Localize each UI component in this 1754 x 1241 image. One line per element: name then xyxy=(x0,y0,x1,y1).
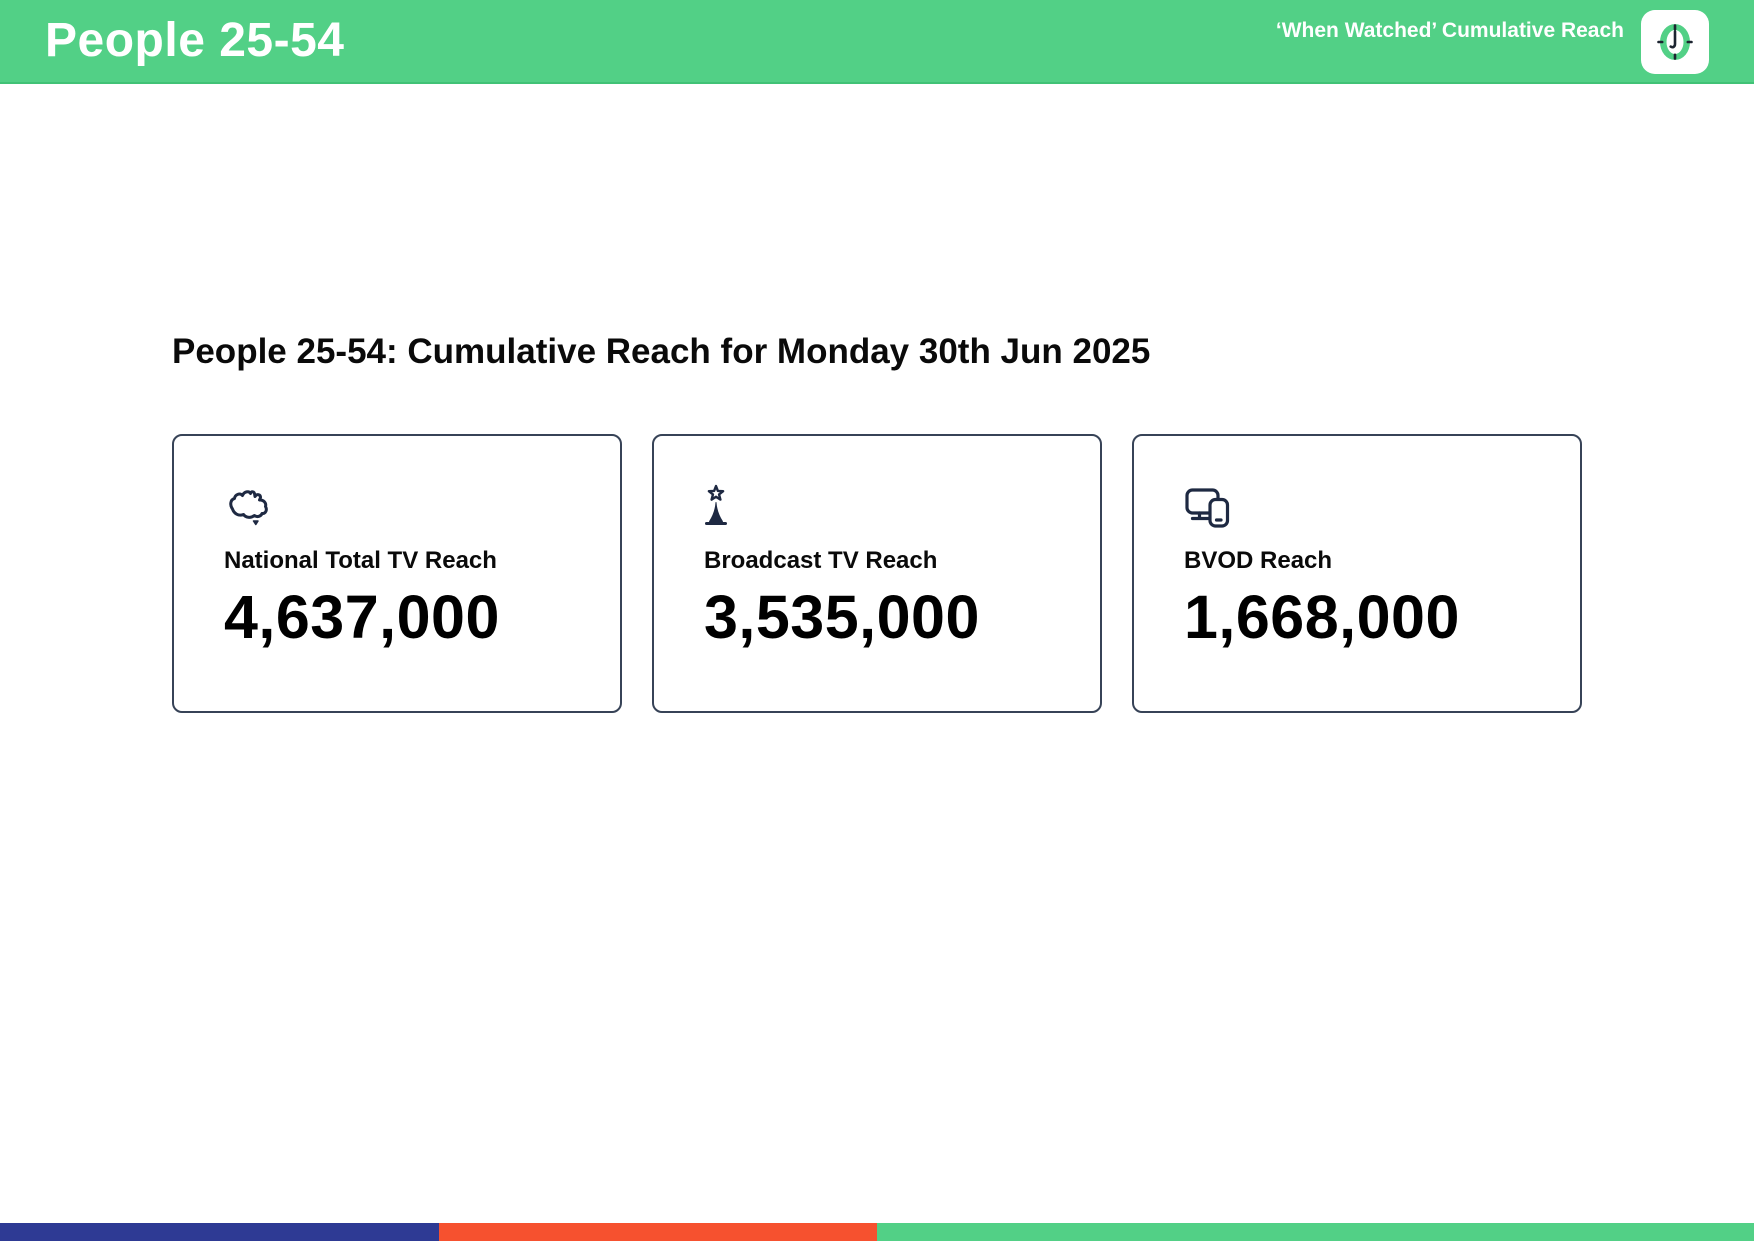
stat-card-national-total-tv: National Total TV Reach 4,637,000 xyxy=(172,434,622,713)
stat-card-label: National Total TV Reach xyxy=(224,547,497,574)
header-bar: People 25-54 ‘When Watched’ Cumulative R… xyxy=(0,0,1754,84)
devices-icon xyxy=(1184,483,1540,531)
australia-map-icon xyxy=(224,483,580,531)
clock-icon xyxy=(1657,24,1693,60)
footer-segment-orange xyxy=(438,1223,877,1241)
footer-segment-blue xyxy=(0,1223,439,1241)
page-title: People 25-54 xyxy=(45,14,345,67)
stat-card-label: Broadcast TV Reach xyxy=(704,547,938,574)
stat-card-bvod: BVOD Reach 1,668,000 xyxy=(1132,434,1582,713)
footer-progress-bar xyxy=(0,1223,1754,1241)
section-heading: People 25-54: Cumulative Reach for Monda… xyxy=(172,332,1151,371)
footer-segment-green xyxy=(877,1223,1754,1241)
stat-card-label: BVOD Reach xyxy=(1184,547,1333,574)
header-subtitle: ‘When Watched’ Cumulative Reach xyxy=(1275,19,1624,42)
broadcast-tower-icon xyxy=(704,483,1060,531)
stat-card-value: 3,535,000 xyxy=(704,583,980,651)
stat-card-broadcast-tv: Broadcast TV Reach 3,535,000 xyxy=(652,434,1102,713)
clock-app-icon xyxy=(1641,10,1709,74)
header-right-group: ‘When Watched’ Cumulative Reach xyxy=(1276,10,1709,74)
stat-card-value: 1,668,000 xyxy=(1184,583,1460,651)
stat-cards-row: National Total TV Reach 4,637,000 Broadc… xyxy=(172,434,1582,713)
stat-card-value: 4,637,000 xyxy=(224,583,500,651)
